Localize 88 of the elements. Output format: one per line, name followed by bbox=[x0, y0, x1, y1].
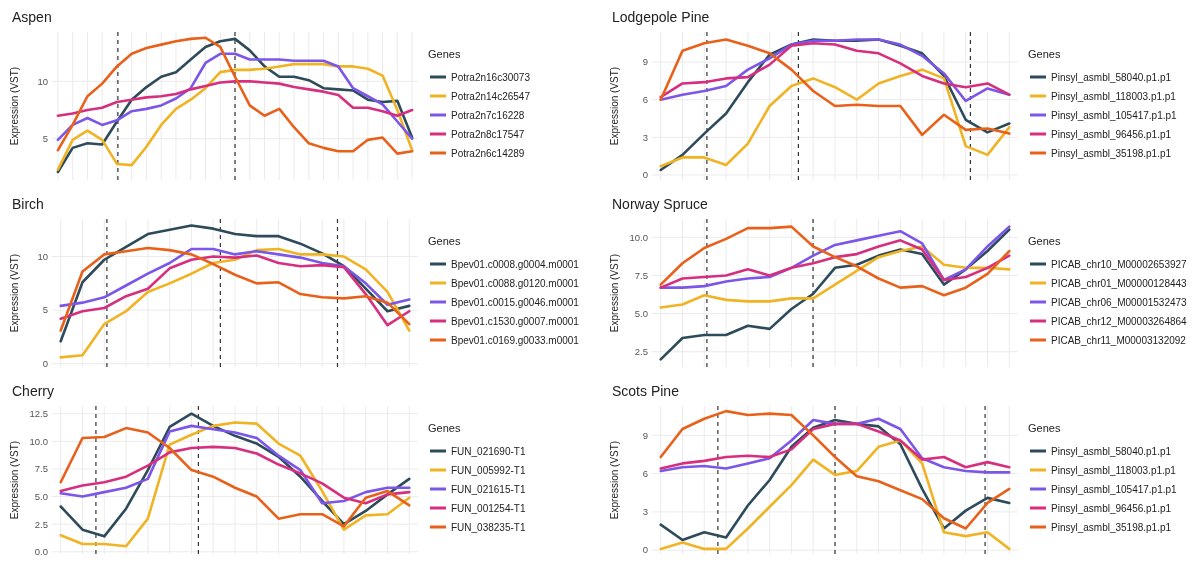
legend-label: Pinsyl_asmbl_58040.p1.p1 bbox=[1051, 445, 1172, 457]
legend-label: Bpev01.c0088.g0120.m0001 bbox=[451, 277, 580, 289]
line-series bbox=[59, 246, 411, 332]
legend-label: Potra2n6c14289 bbox=[451, 147, 525, 159]
chart-title: Norway Spruce bbox=[612, 196, 708, 212]
line-series bbox=[659, 245, 1011, 309]
y-tick-label: 9 bbox=[642, 429, 648, 441]
legend-label: PICAB_chr01_M00000128443 bbox=[1051, 277, 1188, 289]
line-series bbox=[59, 445, 411, 505]
line-series bbox=[59, 247, 411, 308]
legend-label: FUN_038235-T1 bbox=[451, 521, 526, 533]
legend-label: Pinsyl_asmbl_105417.p1.p1 bbox=[1051, 483, 1178, 495]
legend-label: Bpev01.c0169.g0033.m0001 bbox=[451, 334, 580, 346]
legend-label: Bpev01.c0015.g0046.m0001 bbox=[451, 296, 580, 308]
y-tick-label: 10 bbox=[37, 75, 48, 87]
y-tick-label: 9 bbox=[642, 56, 648, 68]
legend-title: Genes bbox=[1028, 48, 1061, 60]
y-tick-label: 6 bbox=[642, 467, 648, 479]
legend-label: Potra2n8c17547 bbox=[451, 128, 525, 140]
y-axis-title: Expression (VST) bbox=[609, 66, 620, 146]
legend-label: FUN_021615-T1 bbox=[451, 483, 526, 495]
legend-title: Genes bbox=[1028, 235, 1061, 247]
legend-label: Pinsyl_asmbl_96456.p1.p1 bbox=[1051, 502, 1172, 514]
legend-label: Pinsyl_asmbl_35198.p1.p1 bbox=[1051, 521, 1172, 533]
y-tick-label: 3 bbox=[642, 506, 648, 518]
legend-label: Pinsyl_asmbl_96456.p1.p1 bbox=[1051, 128, 1172, 140]
y-tick-label: 5.0 bbox=[634, 307, 648, 319]
legend-label: FUN_021690-T1 bbox=[451, 445, 526, 457]
line-series bbox=[59, 426, 411, 528]
legend-title: Genes bbox=[428, 48, 461, 60]
line-series bbox=[659, 439, 1011, 551]
legend-label: Bpev01.c1530.g0007.m0001 bbox=[451, 315, 580, 327]
y-tick-label: 10 bbox=[37, 250, 48, 262]
chart-title: Birch bbox=[12, 196, 44, 212]
line-series bbox=[659, 409, 1011, 530]
y-tick-label: 0 bbox=[642, 544, 648, 556]
chart-title: Cherry bbox=[12, 383, 55, 399]
chart-title: Scots Pine bbox=[612, 383, 680, 399]
chart-title: Aspen bbox=[12, 9, 52, 25]
y-tick-label: 5.0 bbox=[34, 490, 48, 502]
y-axis-title: Expression (VST) bbox=[9, 66, 20, 146]
y-tick-label: 0 bbox=[42, 358, 48, 370]
legend-label: Potra2n7c16228 bbox=[451, 109, 525, 121]
line-series bbox=[659, 68, 1011, 168]
chart-title: Lodgepole Pine bbox=[612, 9, 710, 25]
y-tick-label: 6 bbox=[642, 94, 648, 106]
legend-title: Genes bbox=[428, 235, 461, 247]
y-axis-title: Expression (VST) bbox=[9, 253, 20, 333]
line-series bbox=[659, 239, 1011, 289]
y-tick-label: 7.5 bbox=[634, 269, 648, 281]
legend-label: Pinsyl_asmbl_118003.p1.p1 bbox=[1051, 90, 1177, 102]
legend-label: PICAB_chr12_M00003264864 bbox=[1051, 315, 1188, 327]
legend-label: PICAB_chr10_M00002653927 bbox=[1051, 258, 1188, 270]
line-series bbox=[56, 62, 414, 171]
line-series bbox=[59, 424, 411, 505]
legend-label: Pinsyl_asmbl_105417.p1.p1 bbox=[1051, 109, 1178, 121]
legend-label: FUN_001254-T1 bbox=[451, 502, 526, 514]
y-tick-label: 2.5 bbox=[634, 346, 648, 358]
y-axis-title: Expression (VST) bbox=[9, 440, 20, 520]
legend-label: Pinsyl_asmbl_118003.p1.p1 bbox=[1051, 464, 1177, 476]
legend-label: FUN_005992-T1 bbox=[451, 464, 526, 476]
y-tick-label: 5 bbox=[42, 133, 48, 145]
legend-label: Pinsyl_asmbl_35198.p1.p1 bbox=[1051, 147, 1172, 159]
legend-label: Pinsyl_asmbl_58040.p1.p1 bbox=[1051, 71, 1172, 83]
y-axis-title: Expression (VST) bbox=[609, 440, 620, 520]
legend-label: Bpev01.c0008.g0004.m0001 bbox=[451, 258, 580, 270]
y-tick-label: 12.5 bbox=[29, 408, 48, 420]
legend-label: Potra2n14c26547 bbox=[451, 90, 531, 102]
line-series bbox=[59, 247, 411, 359]
line-series bbox=[59, 254, 411, 327]
legend-label: Potra2n16c30073 bbox=[451, 71, 531, 83]
y-tick-label: 10.0 bbox=[629, 231, 648, 243]
legend-label: PICAB_chr06_M00001532473 bbox=[1051, 296, 1188, 308]
legend-title: Genes bbox=[428, 422, 461, 434]
legend-title: Genes bbox=[1028, 422, 1061, 434]
line-series bbox=[659, 38, 1011, 137]
y-tick-label: 2.5 bbox=[34, 518, 48, 530]
y-tick-label: 5 bbox=[42, 304, 48, 316]
line-series bbox=[56, 80, 414, 118]
y-tick-label: 7.5 bbox=[34, 463, 48, 475]
line-series bbox=[56, 52, 414, 142]
y-tick-label: 10.0 bbox=[29, 435, 48, 447]
y-tick-label: 0.0 bbox=[34, 546, 48, 558]
y-axis-title: Expression (VST) bbox=[609, 253, 620, 333]
y-tick-label: 0 bbox=[642, 169, 648, 181]
legend-label: PICAB_chr11_M00003132092 bbox=[1051, 334, 1187, 346]
line-series bbox=[59, 224, 411, 343]
y-tick-label: 3 bbox=[642, 131, 648, 143]
